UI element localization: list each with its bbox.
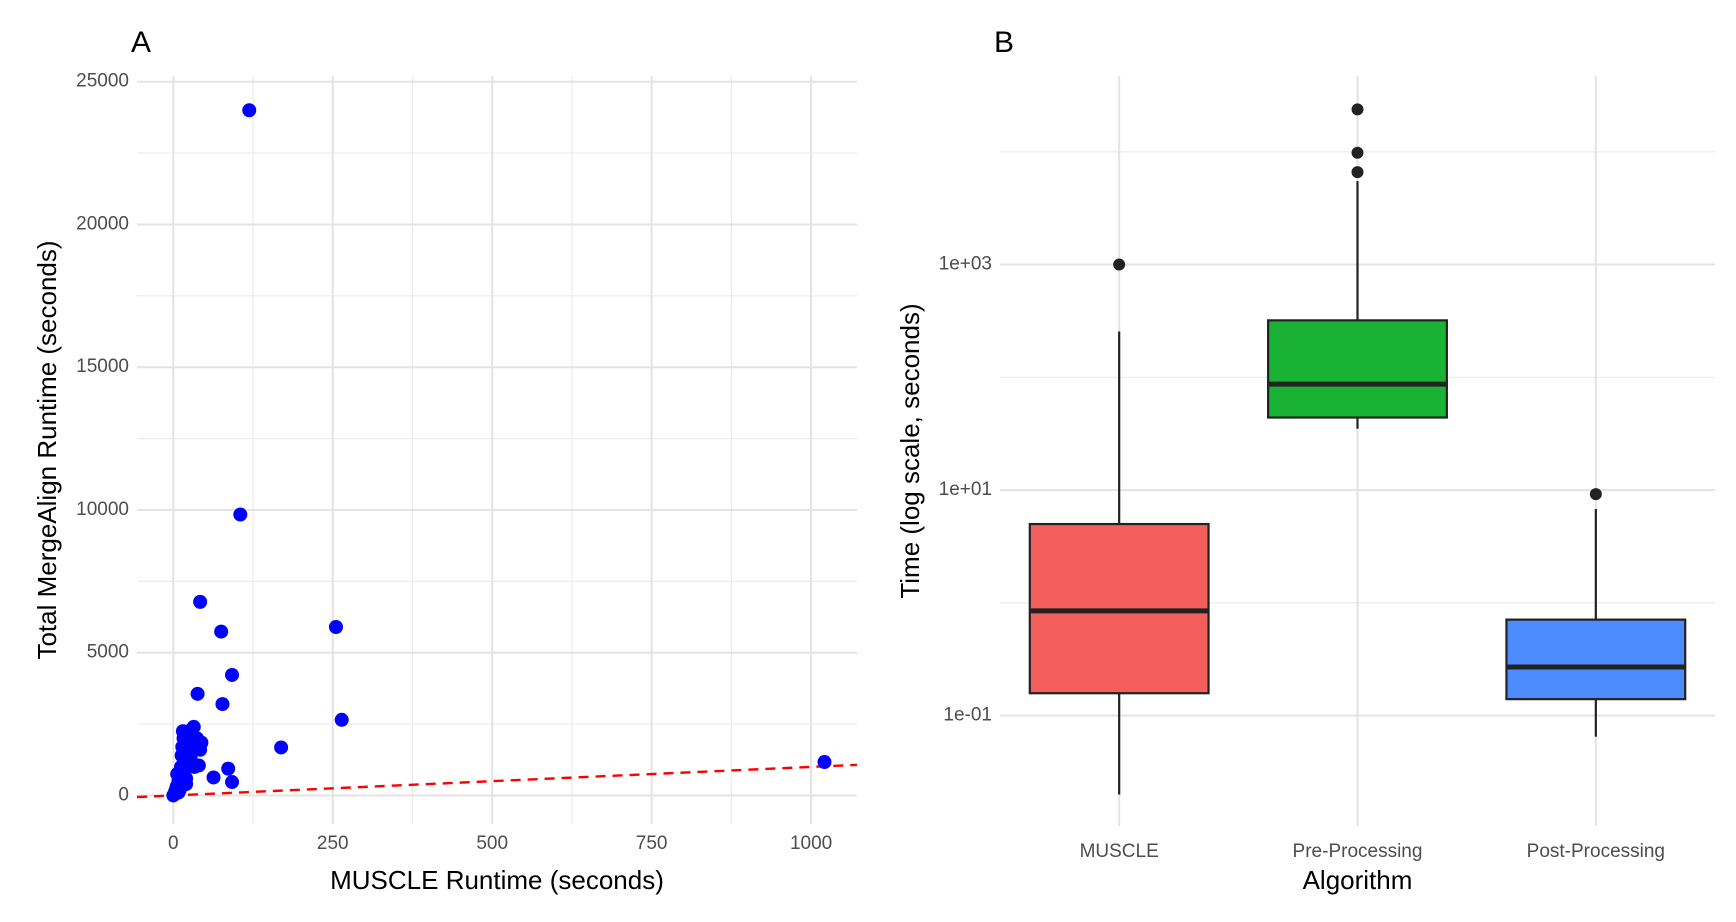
point: [215, 697, 230, 712]
point: [817, 755, 832, 770]
reference-line: [136, 763, 858, 799]
outlier: [1589, 488, 1602, 501]
x-tick-label: 250: [317, 833, 349, 854]
point: [186, 719, 201, 734]
y-axis-title: Time (log scale, seconds): [895, 303, 925, 598]
outlier: [1351, 166, 1364, 179]
x-tick-label: 750: [636, 833, 668, 854]
point: [334, 712, 349, 727]
point: [274, 740, 289, 755]
y-tick-label: 10000: [76, 499, 129, 520]
y-tick-label: 1e-01: [943, 705, 992, 726]
point: [190, 686, 205, 701]
y-tick-label: 15000: [76, 356, 129, 377]
point: [206, 770, 221, 785]
y-tick-label: 1e+03: [939, 254, 992, 275]
point: [225, 667, 240, 682]
point: [225, 775, 240, 790]
y-tick-label: 0: [118, 784, 129, 805]
point: [328, 620, 343, 635]
y-tick-label: 25000: [76, 71, 129, 92]
x-tick-label: Pre-Processing: [1293, 841, 1423, 862]
point: [221, 761, 236, 776]
panel-label: A: [131, 26, 151, 59]
x-tick-label: Post-Processing: [1527, 841, 1665, 862]
x-axis-title: MUSCLE Runtime (seconds): [330, 865, 664, 895]
y-tick-label: 20000: [76, 213, 129, 234]
point: [193, 594, 208, 609]
point: [214, 624, 229, 639]
point: [194, 735, 209, 750]
x-tick-label: 0: [168, 833, 179, 854]
x-axis-title: Algorithm: [1303, 865, 1413, 895]
y-tick-label: 5000: [87, 642, 129, 663]
outlier: [1113, 258, 1126, 271]
outlier: [1351, 103, 1364, 116]
box: [1267, 319, 1448, 419]
x-tick-label: MUSCLE: [1080, 841, 1159, 862]
outlier: [1351, 146, 1364, 159]
point: [176, 731, 191, 746]
y-tick-label: 1e+01: [939, 479, 992, 500]
point: [191, 758, 206, 773]
point: [171, 785, 186, 800]
x-tick-label: 500: [476, 833, 508, 854]
point: [242, 103, 257, 118]
point: [233, 507, 248, 522]
x-tick-label: 1000: [790, 833, 832, 854]
box: [1505, 618, 1687, 701]
y-axis-title: Total MergeAlign Runtime (seconds): [32, 240, 62, 659]
panel-label: B: [994, 26, 1014, 59]
